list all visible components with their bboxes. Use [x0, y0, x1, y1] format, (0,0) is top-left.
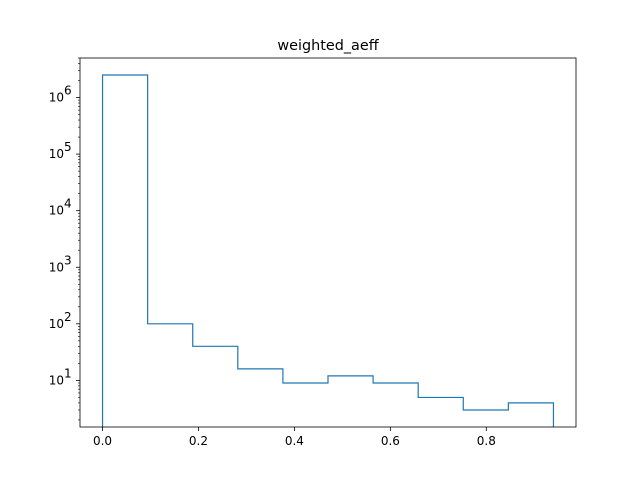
y-tick-label: 10 — [49, 91, 64, 105]
histogram-bin — [418, 397, 463, 427]
histogram-bin — [148, 324, 193, 427]
y-tick-label: 10 — [49, 204, 64, 218]
y-tick-exponent: 4 — [64, 197, 72, 211]
histogram-bin — [373, 383, 418, 427]
histogram-bin — [463, 410, 508, 427]
histogram-bin — [238, 369, 283, 427]
histogram-bin — [283, 383, 328, 427]
histogram-bin — [103, 75, 148, 427]
x-tick-label: 0.4 — [285, 434, 304, 448]
y-tick-exponent: 2 — [64, 310, 72, 324]
y-tick-exponent: 1 — [64, 366, 72, 380]
x-tick-label: 0.2 — [189, 434, 208, 448]
y-tick-exponent: 3 — [64, 253, 72, 267]
y-tick-label: 10 — [49, 373, 64, 387]
histogram-bin — [508, 403, 553, 427]
y-tick-exponent: 6 — [64, 84, 72, 98]
histogram-step-line — [101, 74, 555, 427]
chart-title: weighted_aeff — [277, 38, 379, 54]
histogram-bin — [328, 376, 373, 427]
x-tick-label: 0.0 — [93, 434, 112, 448]
y-tick-exponent: 5 — [64, 140, 72, 154]
histogram-bin — [193, 346, 238, 427]
axes-frame — [79, 57, 577, 428]
y-tick-label: 10 — [49, 260, 64, 274]
y-tick-label: 10 — [49, 147, 64, 161]
x-tick-label: 0.8 — [477, 434, 496, 448]
y-tick-label: 10 — [49, 317, 64, 331]
x-tick-label: 0.6 — [381, 434, 400, 448]
